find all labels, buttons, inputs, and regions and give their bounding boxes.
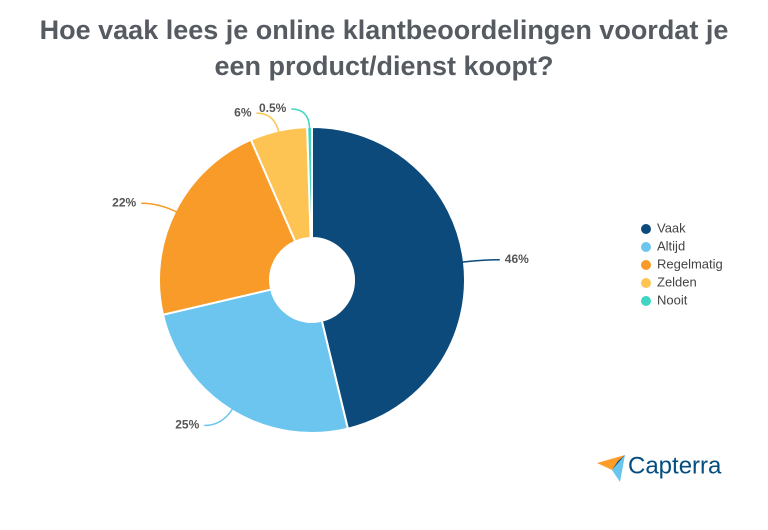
data-label: 0.5% xyxy=(259,101,287,115)
legend-label: Altijd xyxy=(657,238,685,253)
chart-title: Hoe vaak lees je online klantbeoordeling… xyxy=(39,15,729,81)
leader-line xyxy=(256,112,280,133)
legend-marker xyxy=(641,242,651,252)
legend-label: Zelden xyxy=(657,274,697,289)
leader-line xyxy=(461,259,500,263)
logo-shape xyxy=(612,455,625,482)
data-label: 25% xyxy=(175,418,199,432)
logo-shape xyxy=(597,455,625,470)
slice xyxy=(161,288,350,434)
logo-text: Capterra xyxy=(628,452,722,479)
legend-marker xyxy=(641,296,651,306)
legend-label: Vaak xyxy=(657,220,686,235)
slice xyxy=(311,125,466,430)
slice xyxy=(158,138,297,316)
capterra-logo: Capterra xyxy=(597,452,722,482)
slice xyxy=(306,125,313,240)
leader-line xyxy=(141,202,178,213)
leader-line xyxy=(291,108,311,130)
legend-label: Regelmatig xyxy=(657,256,723,271)
leader-line xyxy=(204,408,234,427)
data-label: 6% xyxy=(234,105,252,119)
legend-label: Nooit xyxy=(657,292,688,307)
legend-marker xyxy=(641,224,651,234)
legend-marker xyxy=(641,278,651,288)
data-label: 22% xyxy=(112,195,136,209)
logo-shape xyxy=(612,455,625,470)
legend-marker xyxy=(641,260,651,270)
data-label: 46% xyxy=(505,252,529,266)
